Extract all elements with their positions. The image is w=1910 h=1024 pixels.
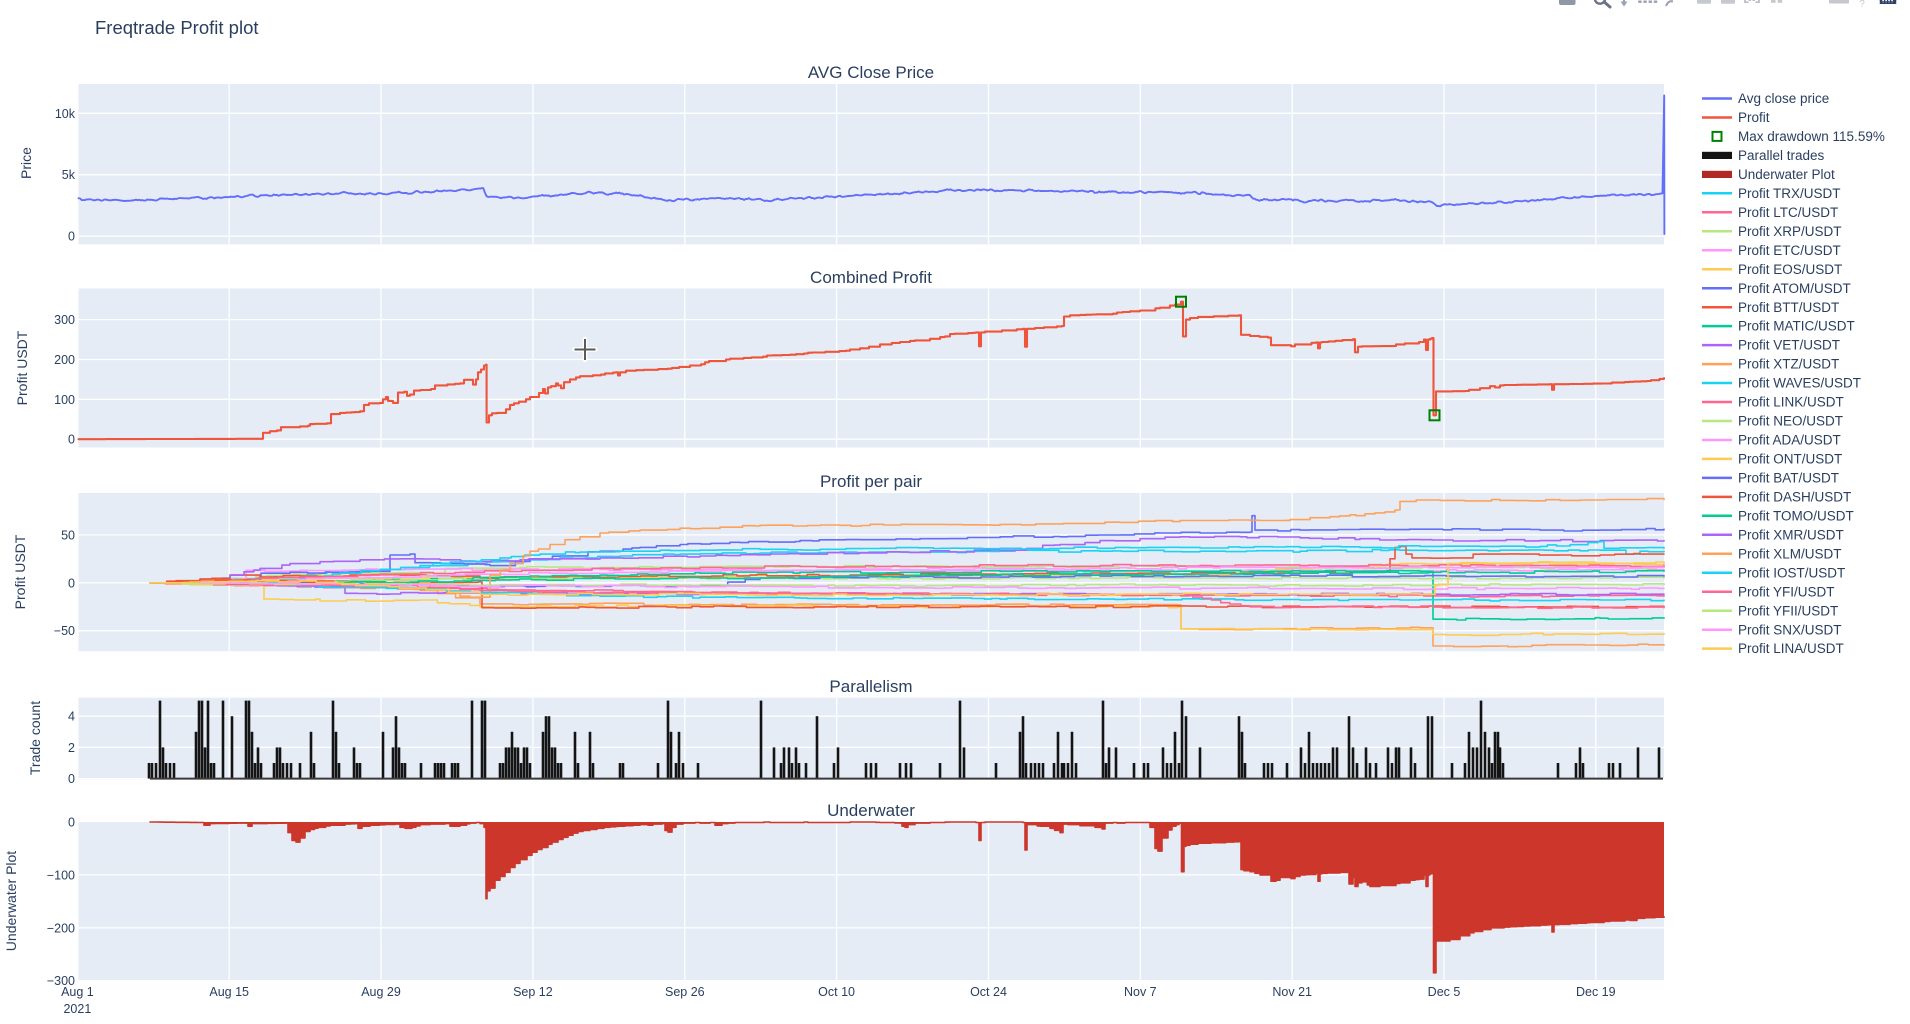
svg-text:Parallelism: Parallelism	[829, 677, 912, 696]
svg-text:4: 4	[68, 710, 75, 724]
svg-text:Profit XTZ/USDT: Profit XTZ/USDT	[1738, 357, 1839, 372]
svg-text:Profit LINA/USDT: Profit LINA/USDT	[1738, 641, 1844, 656]
svg-text:0: 0	[68, 772, 75, 786]
svg-text:Profit IOST/USDT: Profit IOST/USDT	[1738, 565, 1845, 580]
svg-text:−200: −200	[47, 921, 75, 935]
svg-text:Profit XMR/USDT: Profit XMR/USDT	[1738, 527, 1844, 542]
svg-text:Nov 21: Nov 21	[1272, 985, 1312, 999]
svg-text:Dec 5: Dec 5	[1428, 985, 1461, 999]
svg-text:Profit BTT/USDT: Profit BTT/USDT	[1738, 300, 1839, 315]
svg-text:Parallel trades: Parallel trades	[1738, 148, 1825, 163]
svg-text:Profit: Profit	[1738, 110, 1770, 125]
svg-text:2: 2	[68, 741, 75, 755]
svg-text:Aug 15: Aug 15	[209, 985, 249, 999]
svg-text:Combined Profit: Combined Profit	[810, 268, 932, 287]
svg-text:Price: Price	[18, 147, 34, 179]
svg-text:300: 300	[54, 313, 75, 327]
svg-text:50: 50	[61, 528, 75, 542]
svg-text:Underwater Plot: Underwater Plot	[3, 851, 19, 951]
svg-text:Nov 7: Nov 7	[1124, 985, 1157, 999]
svg-text:Max drawdown 115.59%: Max drawdown 115.59%	[1738, 129, 1885, 144]
svg-text:Profit MATIC/USDT: Profit MATIC/USDT	[1738, 319, 1855, 334]
svg-text:Profit LTC/USDT: Profit LTC/USDT	[1738, 205, 1838, 220]
svg-text:Profit SNX/USDT: Profit SNX/USDT	[1738, 622, 1842, 637]
svg-text:2021: 2021	[63, 1002, 91, 1016]
svg-text:10k: 10k	[55, 107, 76, 121]
svg-text:0: 0	[68, 576, 75, 590]
svg-text:Aug 29: Aug 29	[361, 985, 401, 999]
svg-text:Profit ONT/USDT: Profit ONT/USDT	[1738, 452, 1842, 467]
svg-text:Profit DASH/USDT: Profit DASH/USDT	[1738, 490, 1851, 505]
svg-text:Profit ETC/USDT: Profit ETC/USDT	[1738, 243, 1841, 258]
svg-text:Profit USDT: Profit USDT	[14, 330, 30, 405]
svg-text:?: ?	[1859, 0, 1865, 10]
svg-text:AVG Close Price: AVG Close Price	[808, 63, 934, 82]
svg-text:Aug 1: Aug 1	[61, 985, 94, 999]
svg-text:Profit XLM/USDT: Profit XLM/USDT	[1738, 546, 1842, 561]
svg-text:Profit YFII/USDT: Profit YFII/USDT	[1738, 603, 1838, 618]
svg-text:Profit TRX/USDT: Profit TRX/USDT	[1738, 186, 1841, 201]
svg-text:0: 0	[68, 230, 75, 244]
svg-text:Profit LINK/USDT: Profit LINK/USDT	[1738, 395, 1844, 410]
svg-text:Profit WAVES/USDT: Profit WAVES/USDT	[1738, 376, 1861, 391]
svg-text:Profit ADA/USDT: Profit ADA/USDT	[1738, 433, 1841, 448]
svg-text:200: 200	[54, 353, 75, 367]
svg-text:5k: 5k	[62, 168, 76, 182]
svg-text:Profit XRP/USDT: Profit XRP/USDT	[1738, 224, 1842, 239]
svg-text:−50: −50	[54, 624, 75, 638]
svg-text:−100: −100	[47, 868, 75, 882]
svg-text:Profit VET/USDT: Profit VET/USDT	[1738, 338, 1840, 353]
svg-text:Underwater: Underwater	[827, 801, 915, 820]
svg-text:Profit BAT/USDT: Profit BAT/USDT	[1738, 471, 1839, 486]
svg-text:100: 100	[54, 393, 75, 407]
svg-text:Profit USDT: Profit USDT	[12, 534, 28, 609]
svg-text:Profit ATOM/USDT: Profit ATOM/USDT	[1738, 281, 1851, 296]
svg-text:0: 0	[68, 816, 75, 830]
svg-text:Underwater Plot: Underwater Plot	[1738, 167, 1835, 182]
svg-text:Trade count: Trade count	[27, 701, 43, 775]
svg-text:Oct 24: Oct 24	[970, 985, 1007, 999]
svg-text:−300: −300	[47, 974, 75, 988]
svg-text:Profit per pair: Profit per pair	[820, 472, 922, 491]
svg-text:Sep 12: Sep 12	[513, 985, 553, 999]
svg-text:Profit NEO/USDT: Profit NEO/USDT	[1738, 414, 1843, 429]
svg-text:Oct 10: Oct 10	[818, 985, 855, 999]
svg-text:Avg close price: Avg close price	[1738, 91, 1829, 106]
svg-text:Profit YFI/USDT: Profit YFI/USDT	[1738, 584, 1835, 599]
svg-text:0: 0	[68, 433, 75, 447]
svg-text:Freqtrade Profit plot: Freqtrade Profit plot	[95, 17, 259, 38]
svg-text:Sep 26: Sep 26	[665, 985, 705, 999]
svg-text:Profit TOMO/USDT: Profit TOMO/USDT	[1738, 508, 1854, 523]
svg-text:Profit EOS/USDT: Profit EOS/USDT	[1738, 262, 1842, 277]
svg-text:Dec 19: Dec 19	[1576, 985, 1616, 999]
